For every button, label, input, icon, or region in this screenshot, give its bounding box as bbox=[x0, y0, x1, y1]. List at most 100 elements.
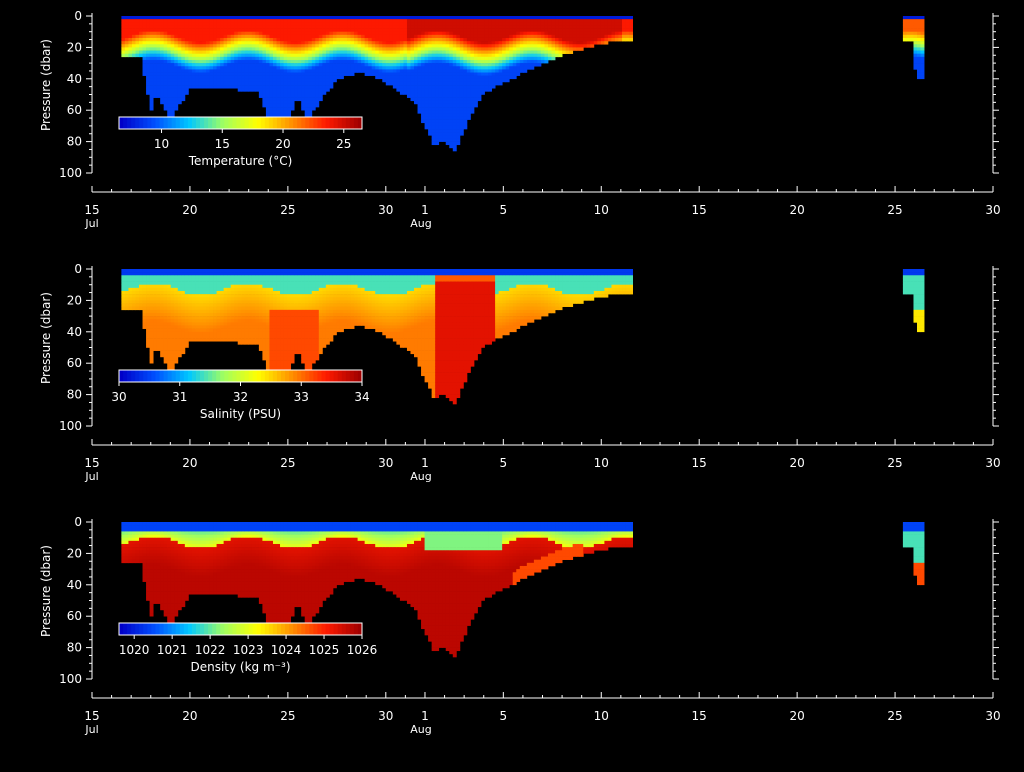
heatmap-cell bbox=[358, 22, 362, 25]
heatmap-cell bbox=[308, 104, 312, 107]
heatmap-cell bbox=[224, 82, 228, 85]
heatmap-cell bbox=[273, 95, 277, 98]
heatmap-cell bbox=[192, 332, 196, 335]
heatmap-cell bbox=[418, 60, 422, 63]
heatmap-cell bbox=[449, 79, 453, 82]
heatmap-cell bbox=[552, 16, 556, 19]
heatmap-cell bbox=[287, 19, 291, 22]
heatmap-cell bbox=[502, 29, 506, 32]
heatmap-cell bbox=[481, 73, 485, 76]
heatmap-cell bbox=[174, 98, 178, 101]
heatmap-cell bbox=[192, 32, 196, 35]
heatmap-cell bbox=[277, 275, 281, 278]
heatmap-cell bbox=[291, 278, 295, 281]
heatmap-cell bbox=[245, 22, 249, 25]
heatmap-cell bbox=[273, 329, 277, 332]
heatmap-cell bbox=[301, 85, 305, 88]
heatmap-cell bbox=[266, 313, 270, 316]
heatmap-cell bbox=[199, 313, 203, 316]
heatmap-cell bbox=[178, 66, 182, 69]
heatmap-cell bbox=[192, 310, 196, 313]
heatmap-cell bbox=[171, 310, 175, 313]
heatmap-cell bbox=[255, 329, 259, 332]
heatmap-cell bbox=[446, 135, 450, 138]
heatmap-cell bbox=[150, 304, 154, 307]
heatmap-cell bbox=[463, 104, 467, 107]
heatmap-cell bbox=[255, 307, 259, 310]
heatmap-cell bbox=[446, 73, 450, 76]
heatmap-cell bbox=[530, 66, 534, 69]
heatmap-cell bbox=[456, 110, 460, 113]
heatmap-cell bbox=[146, 44, 150, 47]
heatmap-cell bbox=[312, 335, 316, 338]
heatmap-cell bbox=[128, 300, 132, 303]
heatmap-cell bbox=[266, 360, 270, 363]
heatmap-cell bbox=[146, 282, 150, 285]
heatmap-cell bbox=[174, 332, 178, 335]
heatmap-cell bbox=[418, 107, 422, 110]
heatmap-cell bbox=[188, 79, 192, 82]
heatmap-cell bbox=[266, 76, 270, 79]
heatmap-cell bbox=[277, 335, 281, 338]
heatmap-cell bbox=[284, 357, 288, 360]
heatmap-cell bbox=[252, 29, 256, 32]
heatmap-cell bbox=[301, 38, 305, 41]
heatmap-cell bbox=[298, 44, 302, 47]
heatmap-cell bbox=[164, 319, 168, 322]
heatmap-cell bbox=[146, 285, 150, 288]
heatmap-cell bbox=[516, 51, 520, 54]
heatmap-cell bbox=[171, 22, 175, 25]
heatmap-cell bbox=[277, 322, 281, 325]
heatmap-cell bbox=[238, 57, 242, 60]
heatmap-cell bbox=[224, 316, 228, 319]
heatmap-cell bbox=[425, 41, 429, 44]
heatmap-cell bbox=[241, 76, 245, 79]
heatmap-cell bbox=[227, 288, 231, 291]
heatmap-cell bbox=[213, 63, 217, 66]
heatmap-cell bbox=[463, 38, 467, 41]
heatmap-cell bbox=[626, 22, 630, 25]
heatmap-cell bbox=[135, 41, 139, 44]
heatmap-cell bbox=[234, 73, 238, 76]
heatmap-cell bbox=[157, 278, 161, 281]
heatmap-cell bbox=[432, 107, 436, 110]
heatmap-cell bbox=[217, 288, 221, 291]
heatmap-cell bbox=[181, 297, 185, 300]
heatmap-cell bbox=[266, 348, 270, 351]
heatmap-cell bbox=[234, 319, 238, 322]
heatmap-cell bbox=[917, 22, 921, 25]
heatmap-cell bbox=[428, 16, 432, 19]
heatmap-cell bbox=[224, 275, 228, 278]
heatmap-cell bbox=[143, 316, 147, 319]
heatmap-cell bbox=[164, 16, 168, 19]
heatmap-cell bbox=[308, 354, 312, 357]
heatmap-cell bbox=[488, 79, 492, 82]
heatmap-cell bbox=[277, 313, 281, 316]
heatmap-cell bbox=[414, 82, 418, 85]
heatmap-cell bbox=[396, 32, 400, 35]
heatmap-cell bbox=[315, 76, 319, 79]
heatmap-cell bbox=[488, 60, 492, 63]
heatmap-cell bbox=[280, 107, 284, 110]
heatmap-cell bbox=[414, 25, 418, 28]
heatmap-cell bbox=[139, 41, 143, 44]
heatmap-cell bbox=[449, 16, 453, 19]
heatmap-cell bbox=[202, 307, 206, 310]
heatmap-cell bbox=[255, 32, 259, 35]
heatmap-cell bbox=[298, 54, 302, 57]
heatmap-cell bbox=[269, 32, 273, 35]
heatmap-cell bbox=[273, 304, 277, 307]
heatmap-cell bbox=[171, 344, 175, 347]
heatmap-cell bbox=[354, 38, 358, 41]
heatmap-cell bbox=[277, 16, 281, 19]
heatmap-cell bbox=[463, 101, 467, 104]
heatmap-cell bbox=[340, 57, 344, 60]
heatmap-cell bbox=[477, 29, 481, 32]
heatmap-cell bbox=[139, 25, 143, 28]
heatmap-cell bbox=[305, 288, 309, 291]
heatmap-cell bbox=[277, 341, 281, 344]
heatmap-cell bbox=[917, 63, 921, 66]
heatmap-cell bbox=[206, 51, 210, 54]
heatmap-cell bbox=[202, 335, 206, 338]
heatmap-cell bbox=[562, 38, 566, 41]
